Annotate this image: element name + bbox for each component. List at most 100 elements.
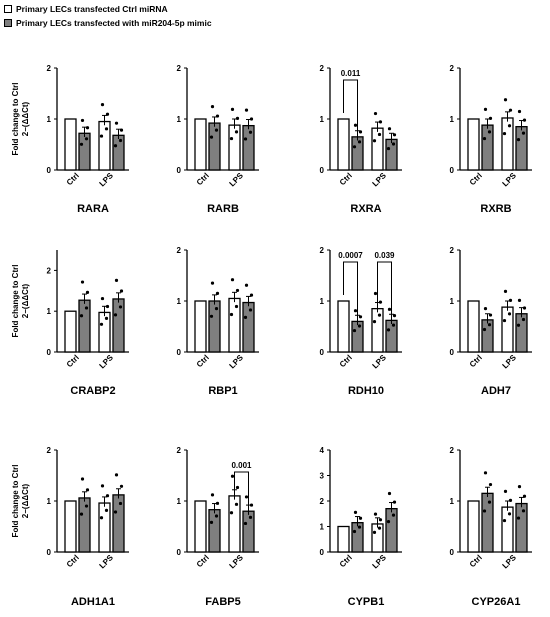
data-point bbox=[248, 515, 253, 519]
y-tick-label: 2 bbox=[450, 446, 455, 455]
data-point bbox=[209, 135, 214, 139]
data-point bbox=[215, 291, 220, 295]
y-tick-label: 1 bbox=[450, 297, 455, 306]
data-point bbox=[487, 130, 492, 134]
y-tick-label: 0 bbox=[320, 548, 325, 557]
significance-label: 0.001 bbox=[231, 461, 252, 470]
x-tick-label: LPS bbox=[228, 353, 246, 371]
x-tick-label: Ctrl bbox=[195, 171, 211, 187]
bar-rara-ctrl-ctrl bbox=[64, 118, 77, 171]
panel-adh1a1: 0 1 2 Ctrl LPS ADH1A1 bbox=[47, 446, 129, 608]
bar-cypb1-ctrl-mimic bbox=[351, 522, 364, 553]
legend: Primary LECs transfected Ctrl miRNA Prim… bbox=[4, 2, 212, 30]
bar-fabp5-lps-mimic bbox=[242, 510, 255, 553]
data-point bbox=[487, 500, 492, 504]
x-tick-label-group: Ctrl bbox=[65, 353, 81, 369]
x-tick-label-group: Ctrl bbox=[468, 171, 484, 187]
bar-rdh10-lps-ctrl bbox=[371, 307, 384, 353]
bar-cypb1-lps-mimic bbox=[385, 507, 398, 553]
data-point bbox=[214, 128, 219, 132]
data-point bbox=[378, 518, 383, 522]
panel-rdh10: 0 1 2 Ctrl LPS 0.0007 0.039 RDH10 bbox=[320, 246, 402, 397]
data-point bbox=[119, 484, 124, 488]
bar-crabp2-ctrl-mimic bbox=[78, 299, 91, 353]
data-point bbox=[508, 108, 513, 112]
data-point bbox=[230, 278, 235, 282]
data-point bbox=[483, 307, 488, 311]
data-point bbox=[391, 323, 396, 327]
data-point bbox=[113, 144, 118, 148]
y-tick-label: 1 bbox=[320, 523, 325, 532]
data-point bbox=[79, 142, 84, 146]
bar-adh1a1-ctrl-mimic bbox=[78, 497, 91, 553]
bar-rxra-ctrl-mimic bbox=[351, 136, 364, 171]
bar-rarb-lps-mimic bbox=[242, 124, 255, 171]
y-tick-label: 2 bbox=[177, 446, 182, 455]
data-point bbox=[244, 283, 249, 287]
legend-swatch-mimic bbox=[4, 19, 12, 27]
y-tick-label: 0 bbox=[177, 166, 182, 175]
x-tick-label-group: Ctrl bbox=[338, 553, 354, 569]
data-point bbox=[234, 130, 239, 134]
panel-title: RBP1 bbox=[208, 385, 237, 397]
x-tick-label: Ctrl bbox=[65, 353, 81, 369]
data-point bbox=[229, 312, 234, 317]
data-point bbox=[105, 112, 110, 116]
panel-cyp26a1: 0 1 2 Ctrl LPS CYP26A1 bbox=[450, 446, 532, 608]
legend-label-ctrl: Primary LECs transfected Ctrl miRNA bbox=[16, 4, 168, 14]
data-point bbox=[387, 127, 392, 131]
y-axis-title-line2: 2−(ΔΔCt) bbox=[21, 101, 30, 136]
data-point bbox=[487, 323, 492, 327]
data-point bbox=[100, 296, 105, 301]
y-tick-label: 3 bbox=[320, 472, 325, 481]
data-point bbox=[80, 280, 85, 284]
data-point bbox=[85, 488, 90, 492]
data-point bbox=[516, 138, 521, 142]
data-point bbox=[482, 509, 487, 513]
data-point bbox=[488, 482, 493, 487]
data-point bbox=[507, 312, 512, 316]
significance-label: 0.011 bbox=[341, 69, 361, 78]
data-point bbox=[215, 114, 220, 118]
data-point bbox=[521, 509, 526, 513]
data-point bbox=[119, 128, 124, 132]
data-point bbox=[386, 146, 391, 151]
data-point bbox=[243, 137, 248, 141]
x-tick-label: Ctrl bbox=[468, 171, 484, 187]
data-point bbox=[79, 314, 84, 318]
data-point bbox=[502, 318, 507, 323]
data-point bbox=[113, 313, 118, 317]
data-point bbox=[244, 108, 249, 112]
data-point bbox=[249, 293, 254, 297]
data-point bbox=[105, 304, 110, 309]
x-tick-label: LPS bbox=[371, 353, 389, 371]
x-tick-label: LPS bbox=[98, 353, 116, 371]
bar-rxra-lps-mimic bbox=[385, 138, 398, 171]
data-point bbox=[517, 298, 522, 302]
y-tick-label: 2 bbox=[320, 246, 325, 255]
x-tick-label-group: LPS bbox=[228, 353, 246, 371]
data-point bbox=[377, 526, 382, 530]
panel-adh7: 0 1 2 Ctrl LPS ADH7 bbox=[450, 246, 532, 397]
data-point bbox=[373, 111, 378, 116]
data-point bbox=[79, 512, 84, 516]
data-point bbox=[352, 328, 357, 333]
data-point bbox=[522, 494, 527, 498]
data-point bbox=[391, 513, 396, 517]
y-axis-title-line2: 2−(ΔΔCt) bbox=[21, 483, 30, 518]
data-point bbox=[229, 511, 234, 515]
bar-cyp26a1-lps-ctrl bbox=[501, 506, 514, 553]
panel-title: ADH7 bbox=[481, 385, 511, 397]
data-point bbox=[244, 495, 249, 499]
bar-adh1a1-lps-ctrl bbox=[98, 502, 111, 553]
data-point bbox=[357, 525, 362, 529]
data-point bbox=[482, 327, 487, 332]
data-point bbox=[353, 309, 358, 313]
bar-rbp1-lps-mimic bbox=[242, 301, 255, 353]
y-tick-label: 0 bbox=[450, 548, 455, 557]
data-point bbox=[502, 131, 507, 136]
bar-rdh10-ctrl-ctrl bbox=[337, 300, 350, 353]
data-point bbox=[503, 98, 508, 102]
panel-title: ADH1A1 bbox=[71, 596, 115, 608]
data-point bbox=[84, 504, 89, 508]
